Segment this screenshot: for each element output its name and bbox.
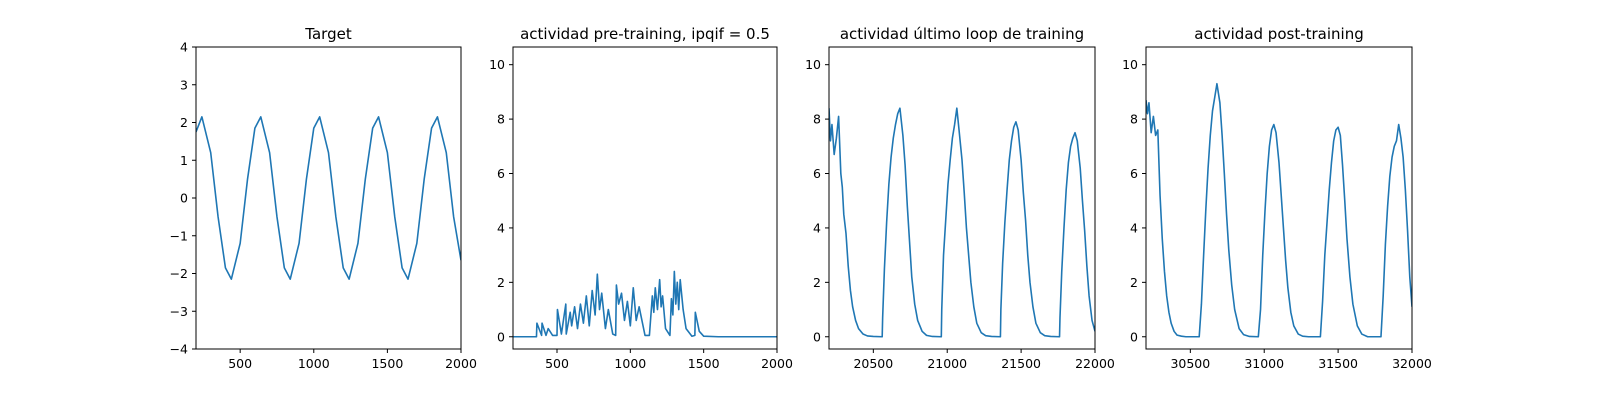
y-tick-label: 8: [497, 112, 505, 127]
y-tick-label: 2: [497, 275, 505, 290]
x-tick-label: 2000: [445, 356, 477, 371]
y-tick-label: −2: [170, 266, 188, 281]
x-tick-label: 2000: [761, 356, 793, 371]
y-tick-label: −1: [170, 228, 188, 243]
y-tick-label: 0: [1130, 329, 1138, 344]
subplot-2: 500 1000 1500 2000 0 2 4 6 8 10 actividad pre-trai…: [489, 25, 793, 371]
y-tick-label: 2: [813, 275, 821, 290]
x-tick-label: 32000: [1392, 356, 1432, 371]
series-line-1: [513, 270, 777, 338]
subplot-1: 500 1000 1500 2000 −4 −3 −2 −1 0 1 2 3 4 Target: [170, 25, 477, 371]
x-tick-label: 22000: [1075, 356, 1115, 371]
y-tick-label: 4: [1130, 220, 1138, 235]
subplot-title: actividad pre-training, ipqif = 0.5: [520, 25, 770, 43]
y-tick-label: 0: [497, 329, 505, 344]
y-tick-label: 1: [180, 153, 188, 168]
x-tick-label: 1500: [688, 356, 720, 371]
x-tick-label: 21000: [927, 356, 967, 371]
y-tick-label: 2: [180, 115, 188, 130]
x-tick-label: 30500: [1170, 356, 1210, 371]
series-line-1: [1146, 82, 1412, 338]
subplot-3: 20500 21000 21500 22000 0 2 4 6 8 10 actividad últ…: [805, 25, 1115, 371]
y-tick-label: 0: [813, 329, 821, 344]
x-tick-label: 500: [545, 356, 569, 371]
axes-frame: [1145, 46, 1413, 350]
subplot-title: actividad último loop de training: [840, 25, 1084, 43]
x-tick-label: 20500: [853, 356, 893, 371]
y-tick-label: 2: [1130, 275, 1138, 290]
subplot-title: actividad post-training: [1194, 25, 1363, 43]
y-tick-label: 10: [489, 57, 505, 72]
y-tick-label: 4: [180, 40, 188, 55]
y-tick-label: 10: [1122, 57, 1138, 72]
y-tick-label: 4: [813, 220, 821, 235]
series-line-1: [829, 107, 1095, 338]
subplot-title: Target: [304, 25, 352, 43]
y-tick-label: 3: [180, 77, 188, 92]
y-tick-label: 8: [813, 112, 821, 127]
x-tick-label: 31500: [1318, 356, 1358, 371]
y-tick-label: 8: [1130, 112, 1138, 127]
x-tick-label: 21500: [1001, 356, 1041, 371]
y-tick-label: 6: [1130, 166, 1138, 181]
y-tick-label: 4: [497, 220, 505, 235]
y-tick-label: 0: [180, 191, 188, 206]
y-tick-label: 6: [813, 166, 821, 181]
subplot-4: 30500 31000 31500 32000 0 2 4 6 8 10 actividad pos…: [1122, 25, 1432, 371]
y-tick-label: 10: [805, 57, 821, 72]
axes-frame: [828, 46, 1096, 350]
y-tick-label: 6: [497, 166, 505, 181]
y-tick-label: −3: [170, 304, 188, 319]
x-tick-label: 1000: [298, 356, 330, 371]
x-tick-label: 1500: [371, 356, 403, 371]
series-line-1: [196, 116, 461, 280]
x-tick-label: 500: [228, 356, 252, 371]
x-tick-label: 1000: [614, 356, 646, 371]
axes-frame: [512, 46, 778, 350]
y-tick-label: −4: [170, 342, 188, 357]
x-tick-label: 31000: [1244, 356, 1284, 371]
